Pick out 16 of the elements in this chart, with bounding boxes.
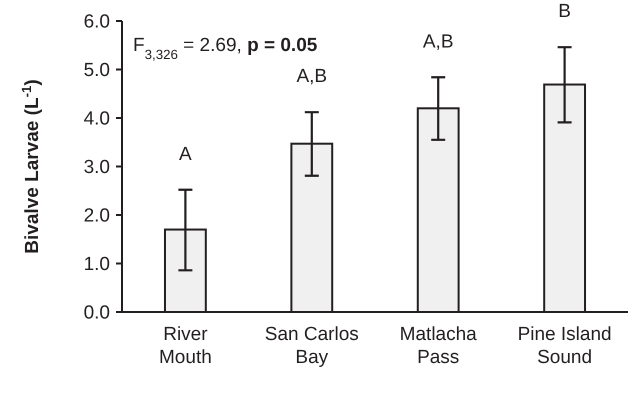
y-tick-label: 3.0 xyxy=(84,157,110,178)
annotation: A,B xyxy=(422,31,454,52)
x-tick-label: San Carlos Bay xyxy=(264,324,359,368)
x-tick-label: Matlacha Pass xyxy=(400,324,478,368)
annotation: A,B xyxy=(296,66,328,88)
y-tick-label: 5.0 xyxy=(84,60,110,82)
y-tick-label: 0.0 xyxy=(84,302,110,324)
annotation: F$_{3,326}$ = 2.69, p = 0.05 xyxy=(133,35,318,62)
y-tick-label: 6.0 xyxy=(84,12,110,33)
y-tick-label: 2.0 xyxy=(84,206,110,227)
x-tick-label: River Mouth xyxy=(158,324,212,368)
y-tick-label: 4.0 xyxy=(84,108,110,130)
annotation: B xyxy=(558,1,571,22)
annotation: A xyxy=(179,144,192,165)
x-tick-label: Pine Island Sound xyxy=(518,324,612,368)
y-tick-label: 1.0 xyxy=(84,254,110,276)
